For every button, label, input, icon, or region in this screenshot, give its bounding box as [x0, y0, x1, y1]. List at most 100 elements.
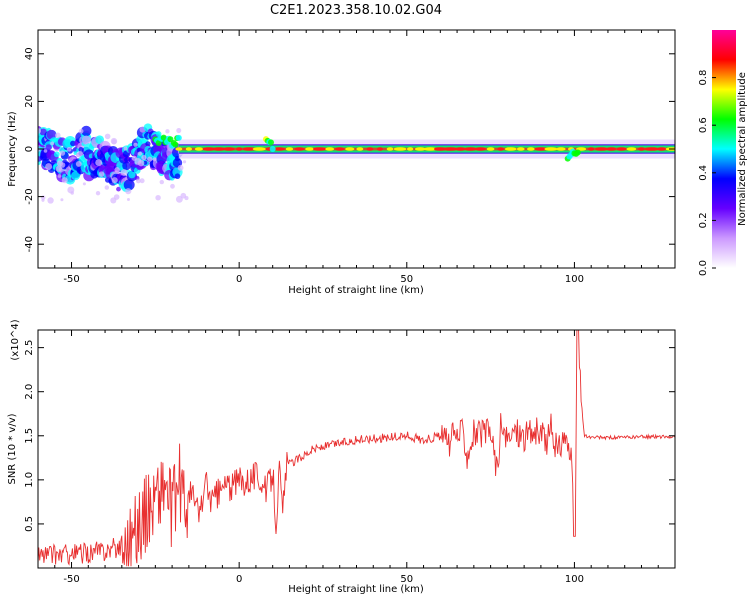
colorbar-tick-label: 0.2: [698, 212, 709, 228]
panel1-xtick-label: 0: [236, 274, 242, 285]
panel2-ylabel: SNR (10 * v/v): [7, 413, 18, 484]
heatmap-speck: [111, 139, 117, 145]
heatmap-speck: [120, 169, 128, 177]
heatmap-band-peak: [406, 147, 414, 151]
heatmap-speck: [47, 197, 54, 204]
heatmap-speck: [55, 132, 61, 139]
panel2-xtick-label: 50: [400, 574, 413, 585]
heatmap-band-peak: [527, 147, 535, 151]
heatmap-bump: [155, 140, 162, 147]
heatmap-speck: [40, 195, 46, 200]
spectrogram-panel: -50 0 50 100 -40 -20 0 20 40 Height of straight …: [7, 29, 676, 296]
panel1-ticks: -50 0 50 100 -40 -20 0 20 40: [24, 30, 676, 285]
heatmap-band-peak: [497, 147, 505, 151]
heatmap-band-peak: [305, 147, 314, 151]
heatmap-speck: [131, 155, 137, 161]
heatmap-speck: [126, 197, 130, 201]
panel2-ytick-label: 0.5: [24, 516, 35, 532]
heatmap-speck: [170, 183, 175, 189]
heatmap-speck: [43, 149, 48, 153]
heatmap-blob: [143, 160, 148, 165]
heatmap-speck: [95, 190, 101, 196]
heatmap-band-peak: [455, 147, 466, 151]
colorbar-tick-label: 0.4: [698, 165, 709, 181]
heatmap-blob: [116, 186, 121, 192]
heatmap-bump: [160, 134, 167, 141]
heatmap-blob: [128, 171, 136, 179]
heatmap-speck: [184, 196, 189, 201]
heatmap-speck: [123, 146, 128, 151]
heatmap-band-peak: [223, 147, 235, 151]
heatmap-band-peak: [475, 147, 486, 151]
panel1-ytick-label: -40: [24, 236, 35, 252]
panel1-ytick-label: -20: [24, 188, 35, 204]
heatmap-speck: [147, 156, 153, 162]
heatmap-band-peak: [587, 147, 595, 151]
panel2-xtick-label: 100: [565, 574, 584, 585]
heatmap-speck: [95, 159, 103, 166]
heatmap-bump: [172, 141, 179, 148]
heatmap-bump: [574, 149, 581, 156]
heatmap-speck: [59, 150, 66, 156]
panel2-ytick-label: 2.0: [24, 384, 35, 400]
colorbar-tick-label: 0.8: [698, 70, 709, 86]
heatmap-blob: [123, 179, 135, 191]
heatmap-speck: [175, 195, 183, 203]
heatmap-band-peak: [423, 147, 437, 151]
heatmap-band-peak: [504, 147, 517, 151]
heatmap-band-peak: [242, 147, 256, 151]
heatmap-band-peak: [386, 147, 394, 151]
heatmap-band-peak: [185, 147, 193, 151]
heatmap-speck: [125, 188, 132, 195]
heatmap-speck: [57, 174, 62, 178]
heatmap-speck: [135, 178, 141, 184]
heatmap-blob: [45, 144, 52, 151]
colorbar: 0.0 0.2 0.4 0.6 0.8 Normalized spectral ampl…: [698, 30, 748, 276]
heatmap-band-peak: [464, 147, 477, 151]
heatmap-speck: [66, 146, 72, 152]
panel2-xlabel: Height of straight line (km): [288, 584, 424, 595]
heatmap-speck: [104, 133, 111, 140]
heatmap-band-peak: [202, 147, 216, 151]
heatmap-speck: [55, 165, 62, 172]
heatmap-band-peak: [335, 147, 345, 151]
heatmap-band-peak: [657, 147, 667, 151]
panel2-yscale-label: (x10^4): [10, 319, 21, 360]
panel1-xtick-label: 50: [400, 274, 413, 285]
heatmap-band-peak: [235, 147, 243, 151]
heatmap-blob: [81, 135, 91, 145]
panel1-ylabel: Frequency (Hz): [7, 111, 18, 187]
panel2-ytick-label: 1.0: [24, 472, 35, 488]
heatmap-band-peak: [595, 147, 608, 151]
heatmap-band-peak: [345, 147, 355, 151]
panel1-xlabel: Height of straight line (km): [288, 285, 424, 296]
heatmap-speck: [60, 162, 66, 168]
spectrogram-heatmap: [38, 123, 675, 204]
heatmap-band-peak: [273, 147, 285, 151]
panel2-xtick-label: -50: [63, 574, 79, 585]
colorbar-gradient: [712, 30, 736, 268]
heatmap-band-peak: [312, 147, 327, 151]
heatmap-blob: [70, 140, 76, 147]
panel1-ytick-label: 40: [24, 47, 35, 60]
snr-series-line: [38, 330, 675, 567]
heatmap-speck: [98, 171, 105, 177]
heatmap-speck: [133, 142, 138, 147]
panel2-ytick-label: 2.5: [24, 340, 35, 356]
colorbar-tick-label: 0.6: [698, 117, 709, 133]
heatmap-band-peak: [606, 147, 617, 151]
heatmap-speck: [165, 129, 170, 134]
heatmap-speck: [111, 177, 118, 184]
heatmap-band-peak: [516, 147, 525, 151]
heatmap-band-peak: [414, 147, 426, 151]
heatmap-band-peak: [556, 147, 566, 151]
heatmap-speck: [182, 160, 187, 164]
heatmap-blob: [81, 125, 92, 137]
heatmap-band-peak: [443, 147, 458, 151]
heatmap-blob: [174, 173, 181, 180]
colorbar-label: Normalized spectral amplitude: [737, 72, 748, 226]
heatmap-band-peak: [356, 147, 364, 151]
heatmap-blob: [46, 129, 57, 140]
heatmap-speck: [141, 154, 147, 161]
panel2-xtick-label: 0: [236, 574, 242, 585]
